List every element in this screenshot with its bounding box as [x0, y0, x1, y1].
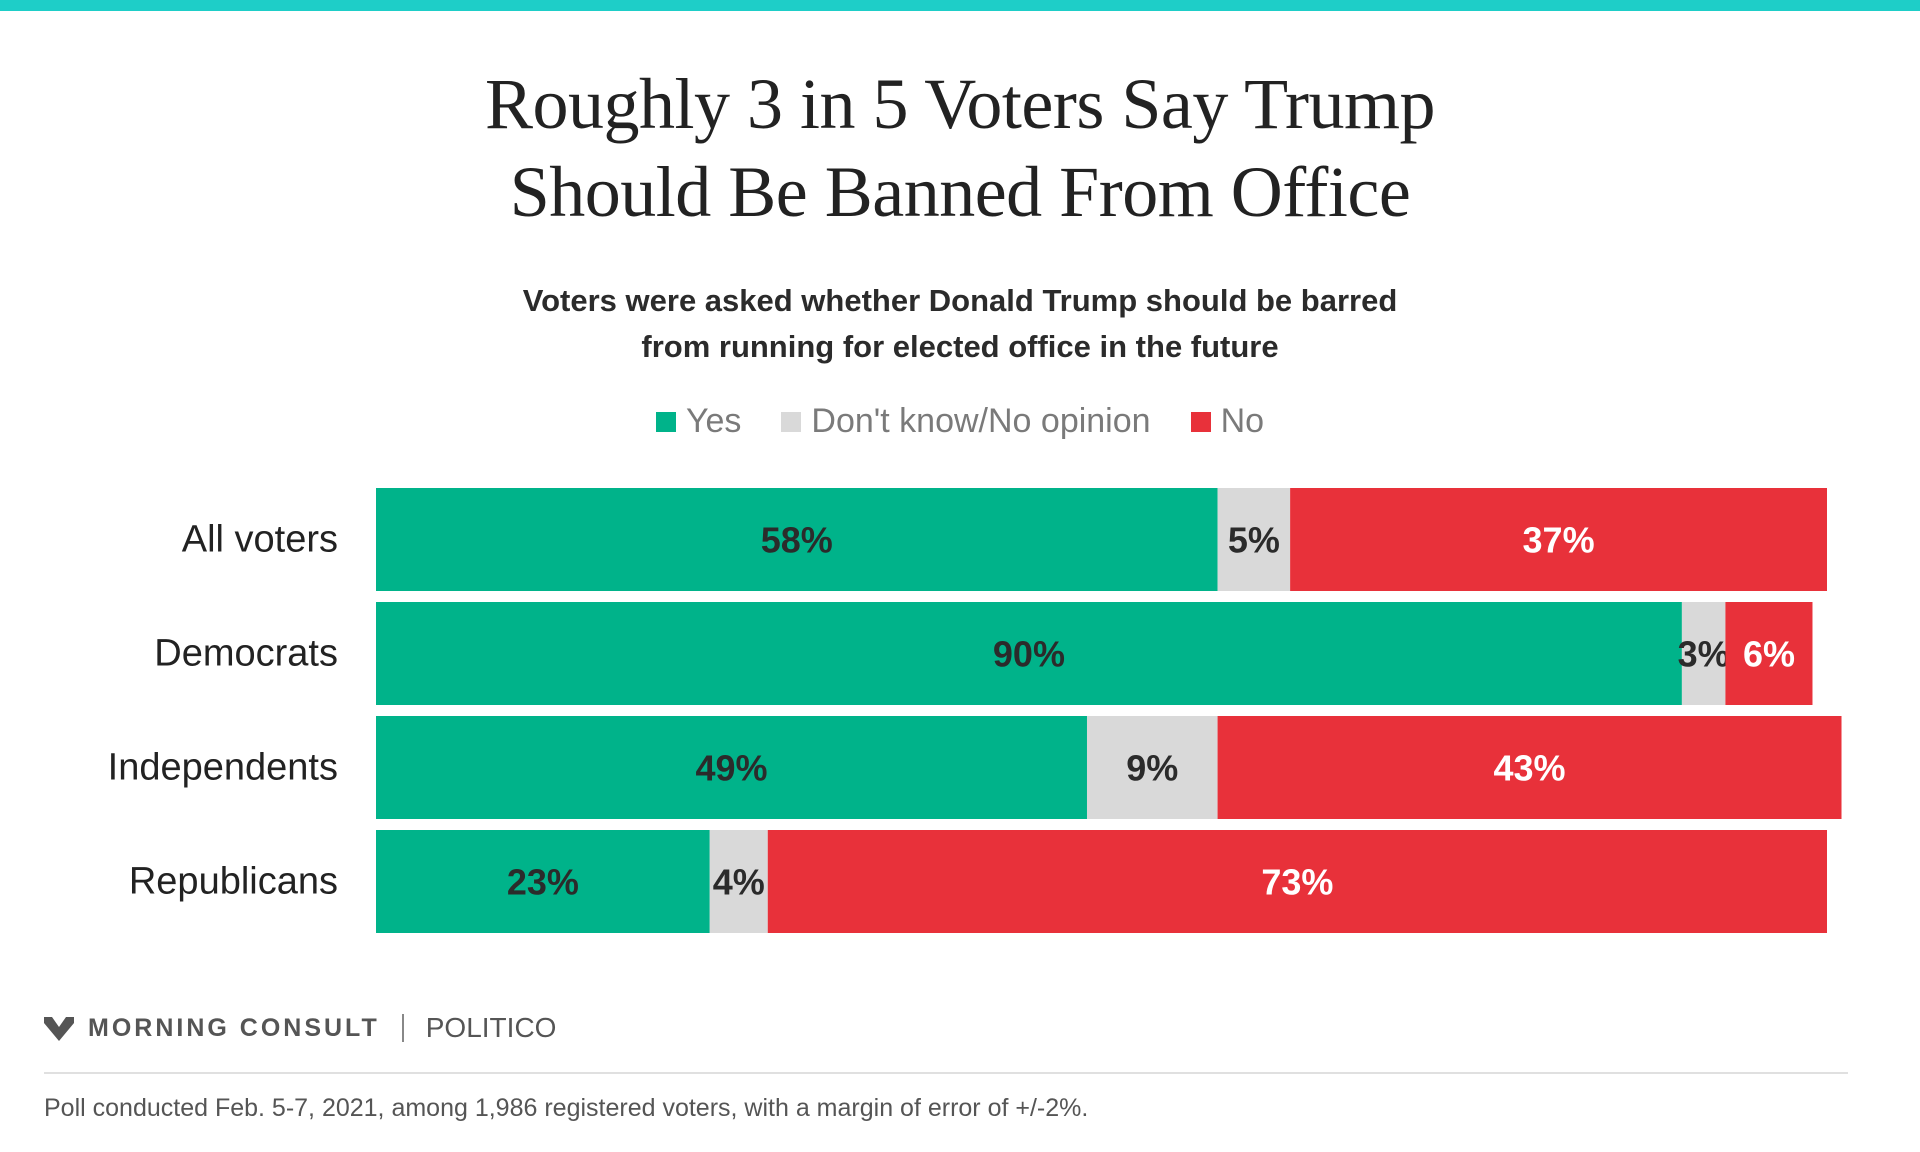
- data-label-republicans-dont-know: 4%: [713, 862, 765, 903]
- chart-title: Roughly 3 in 5 Voters Say Trump Should B…: [0, 60, 1920, 236]
- data-label-republicans-no: 73%: [1261, 862, 1333, 903]
- data-label-democrats-yes: 90%: [993, 634, 1065, 675]
- bar-democrats-no: [1725, 602, 1813, 705]
- chart-subtitle-line-2: from running for elected office in the f…: [641, 329, 1279, 364]
- politico-logo-text: POLITICO: [425, 1012, 557, 1043]
- bar-democrats-yes: [376, 602, 1682, 705]
- bar-republicans-yes: [376, 830, 710, 933]
- morning-consult-m-icon: [44, 1017, 74, 1041]
- data-label-all-voters-no: 37%: [1523, 520, 1595, 561]
- bar-all-voters-no: [1290, 488, 1827, 591]
- stacked-bar-chart: All voters 58% 5% 37% Democrats 90% 3% 6% Indepe…: [108, 488, 1842, 933]
- brand-divider: [401, 1014, 404, 1042]
- legend-item-dont-know: Don't know/No opinion: [781, 402, 1151, 441]
- legend-swatch-yes: [655, 411, 676, 432]
- bar-all-voters-yes: [376, 488, 1218, 591]
- branding: MORNING CONSULT POLITICO: [44, 1012, 556, 1044]
- bar-all-voters-dont-know: [1217, 488, 1291, 591]
- chart-title-line-2: Should Be Banned From Office: [509, 152, 1411, 232]
- legend-label-yes: Yes: [685, 402, 742, 440]
- legend-swatch-no: [1190, 411, 1211, 432]
- legend-item-no: No: [1190, 402, 1265, 441]
- chart-legend: Yes Don't know/No opinion No: [0, 402, 1920, 441]
- data-label-democrats-dont-know: 3%: [1678, 634, 1730, 675]
- category-label-democrats: Democrats: [154, 633, 338, 675]
- data-label-republicans-yes: 23%: [507, 862, 579, 903]
- legend-label-dont-know: Don't know/No opinion: [811, 402, 1151, 440]
- data-label-independents-yes: 49%: [695, 748, 767, 789]
- bar-independents-no: [1217, 716, 1842, 819]
- chart-title-line-1: Roughly 3 in 5 Voters Say Trump: [484, 64, 1436, 144]
- data-label-all-voters-yes: 58%: [761, 520, 833, 561]
- legend-item-yes: Yes: [655, 402, 742, 441]
- bar-republicans-no: [767, 830, 1827, 933]
- legend-label-no: No: [1220, 402, 1265, 440]
- bar-independents-yes: [376, 716, 1087, 819]
- bar-republicans-dont-know: [709, 830, 768, 933]
- morning-consult-logo-text: MORNING CONSULT: [88, 1013, 380, 1042]
- data-label-independents-dont-know: 9%: [1126, 748, 1178, 789]
- category-label-republicans: Republicans: [129, 861, 338, 903]
- chart-subtitle-line-1: Voters were asked whether Donald Trump s…: [522, 283, 1398, 318]
- bar-democrats-dont-know: [1681, 602, 1726, 705]
- data-label-independents-no: 43%: [1494, 748, 1566, 789]
- chart-subtitle: Voters were asked whether Donald Trump s…: [0, 278, 1920, 370]
- bar-independents-dont-know: [1086, 716, 1218, 819]
- top-accent-bar: [0, 0, 1920, 11]
- footnote: Poll conducted Feb. 5-7, 2021, among 1,9…: [44, 1094, 1089, 1122]
- legend-swatch-dont-know: [781, 411, 802, 432]
- category-label-independents: Independents: [108, 747, 338, 789]
- data-label-all-voters-dont-know: 5%: [1228, 520, 1280, 561]
- footer-divider: [44, 1072, 1848, 1074]
- data-label-democrats-no: 6%: [1743, 634, 1795, 675]
- category-label-all-voters: All voters: [182, 519, 338, 561]
